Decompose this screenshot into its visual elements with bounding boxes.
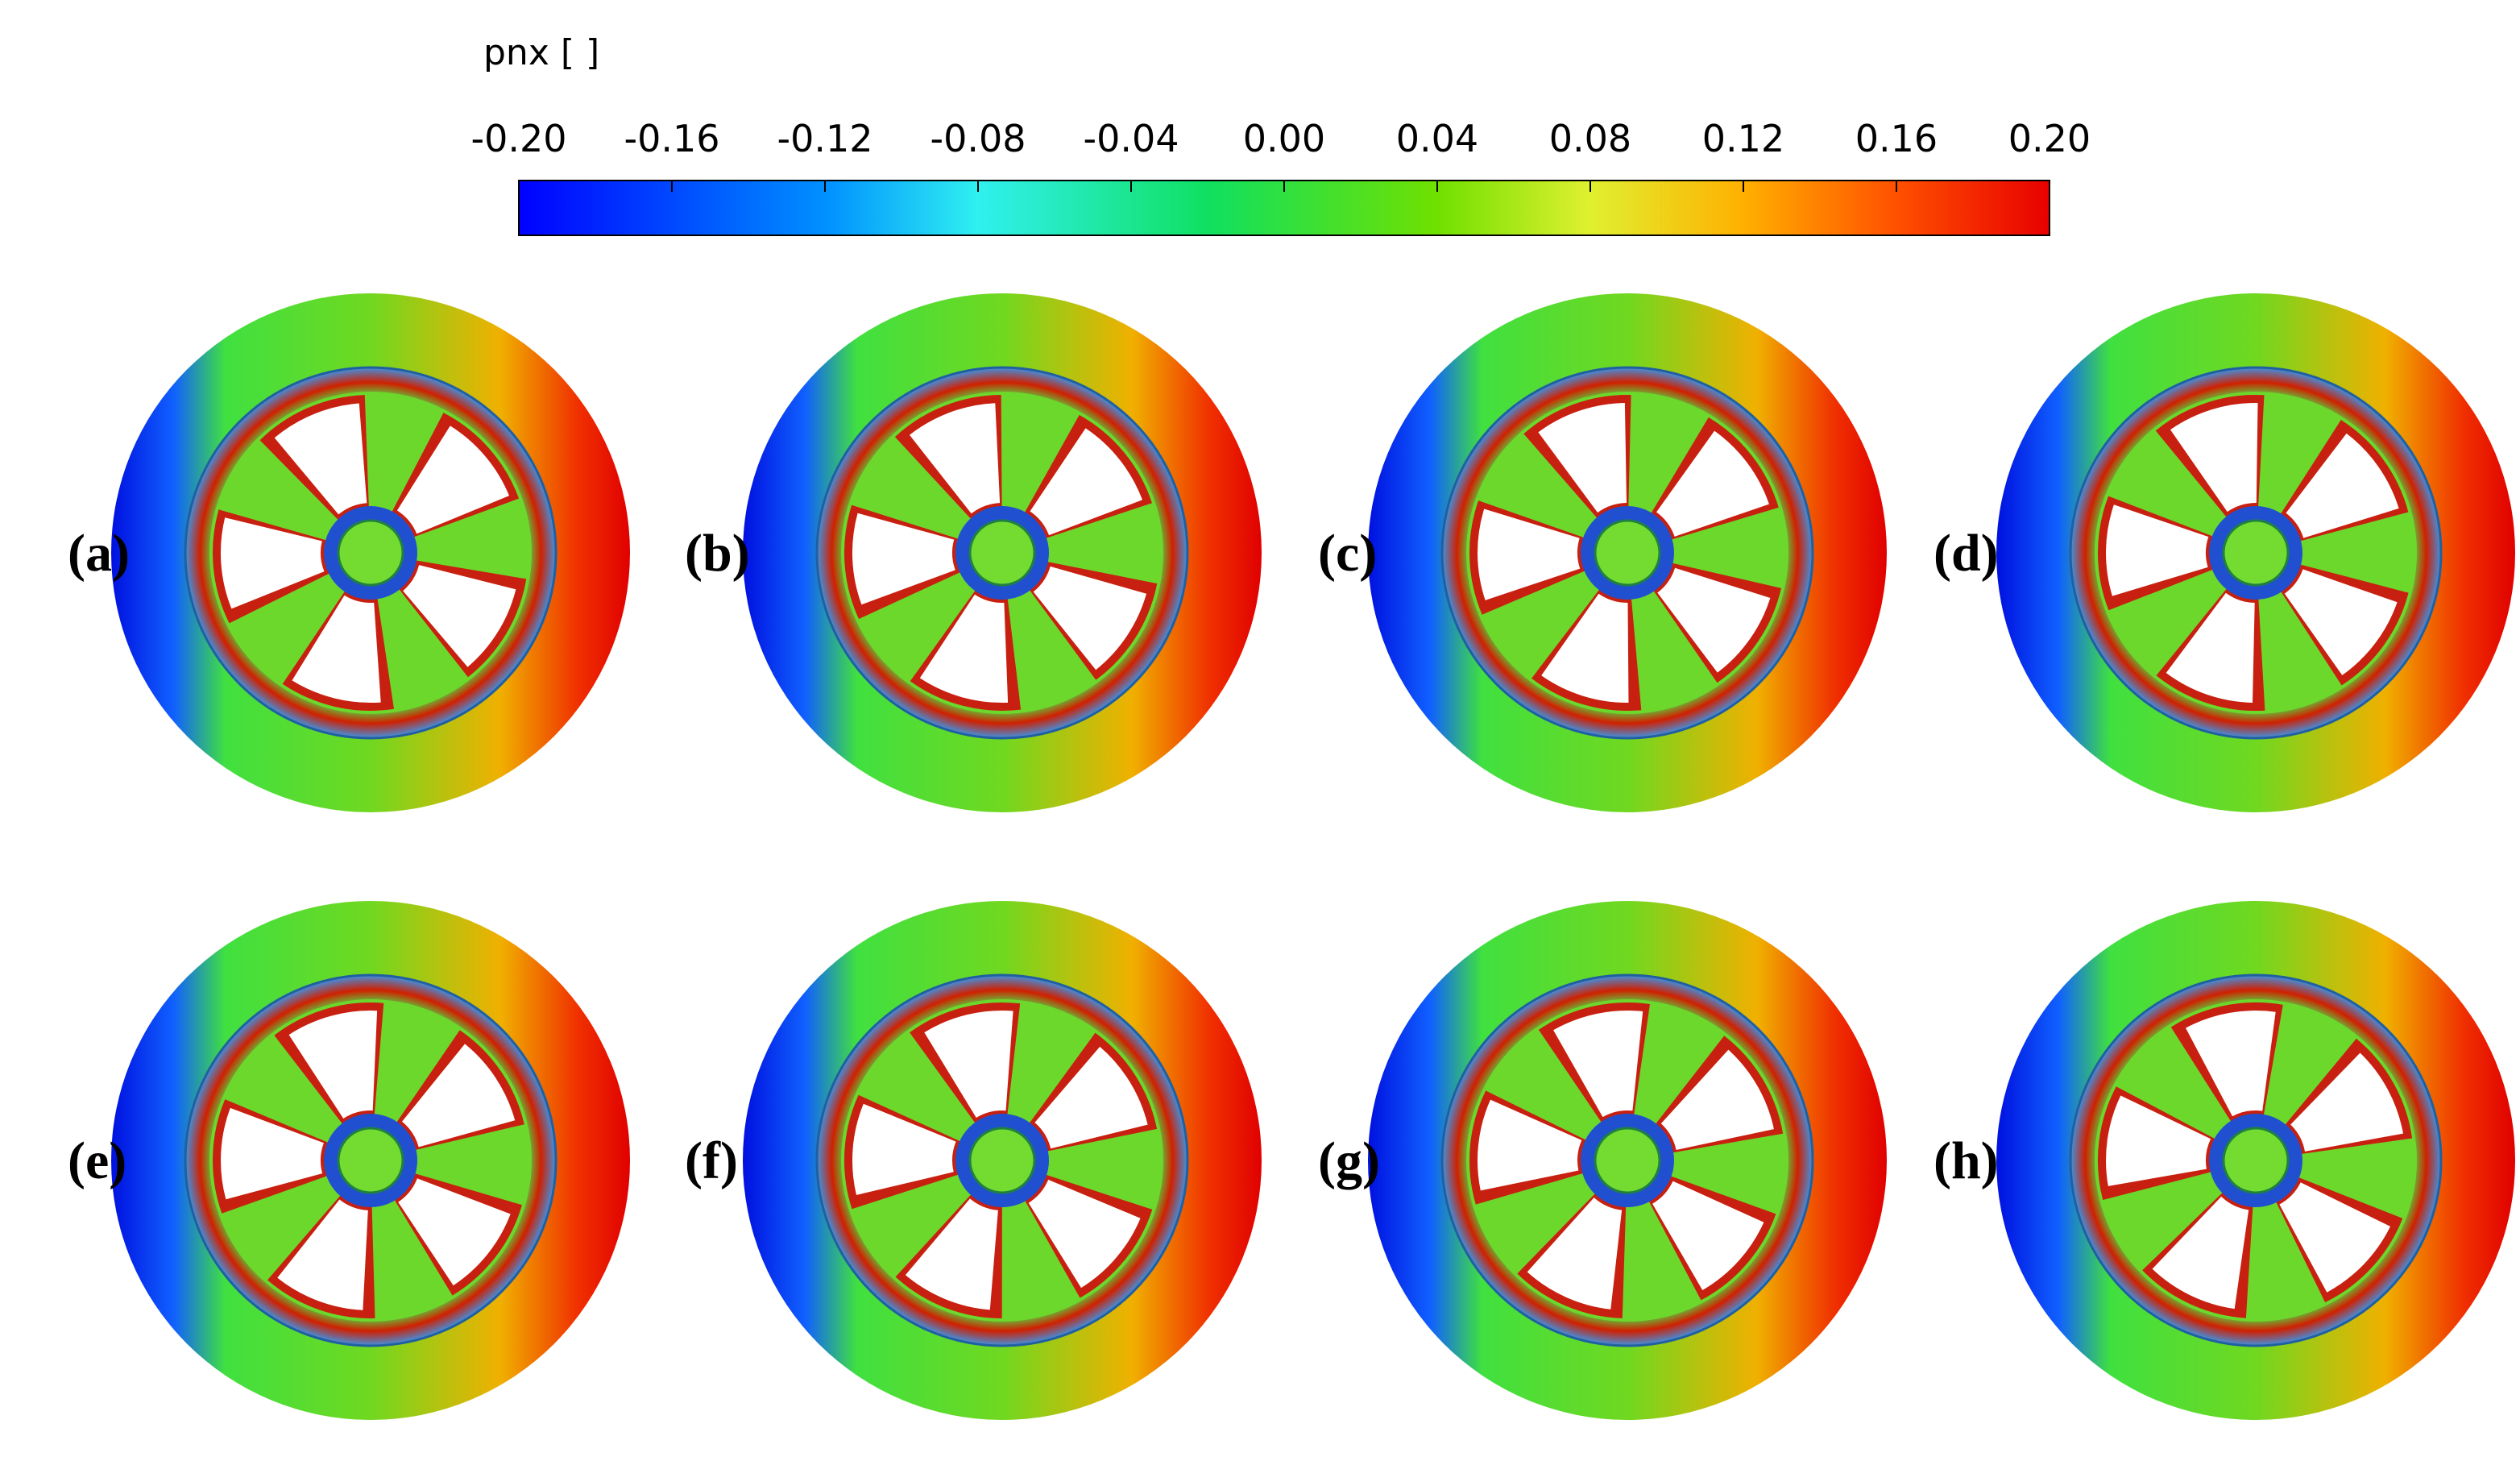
- window: [1030, 428, 1142, 536]
- window: [402, 1044, 516, 1148]
- window: [1527, 1198, 1623, 1310]
- panel-label: (g): [1318, 1131, 1380, 1190]
- hub: [1594, 1127, 1661, 1194]
- window: [1652, 1181, 1764, 1290]
- colorbar-title: pnx [ ]: [483, 32, 599, 73]
- window: [292, 595, 381, 704]
- window: [1553, 1011, 1643, 1118]
- window: [1656, 430, 1769, 537]
- window: [274, 403, 367, 515]
- hub: [968, 1127, 1036, 1194]
- window: [2166, 592, 2255, 703]
- window: [1028, 1179, 1141, 1289]
- window: [277, 1199, 368, 1310]
- window: [1660, 1049, 1774, 1150]
- hub: [968, 519, 1036, 587]
- colorbar-tick-label: 0.12: [1702, 117, 1784, 160]
- wheel: [1996, 901, 2515, 1420]
- window: [2279, 1182, 2390, 1293]
- window: [398, 1178, 511, 1286]
- window: [2286, 433, 2399, 538]
- colorbar-tick-label: -0.20: [470, 117, 566, 160]
- window: [919, 594, 1009, 704]
- panel-label: (e): [68, 1131, 126, 1190]
- window: [2152, 1196, 2249, 1310]
- hub: [1594, 519, 1661, 587]
- panel-label: (c): [1318, 524, 1377, 583]
- window: [1538, 403, 1627, 513]
- colorbar-tick-label: -0.16: [624, 117, 719, 160]
- window: [905, 1198, 998, 1310]
- colorbar-tick-label: 0.08: [1549, 117, 1631, 160]
- wheel: [743, 293, 1262, 812]
- colorbar-tick-label: 0.20: [2008, 117, 2091, 160]
- hub: [2222, 1127, 2290, 1194]
- colorbar-tick-label: -0.12: [777, 117, 872, 160]
- window: [1657, 567, 1771, 673]
- wheel: [111, 901, 630, 1420]
- window: [221, 1107, 324, 1200]
- wheel: [111, 293, 630, 812]
- window: [852, 513, 955, 605]
- window: [220, 517, 325, 609]
- window: [1541, 593, 1629, 704]
- hub: [337, 1127, 404, 1194]
- window: [2284, 569, 2398, 675]
- colorbar-tick-label: -0.04: [1083, 117, 1179, 160]
- window: [2106, 504, 2209, 596]
- panel-label: (h): [1934, 1131, 1999, 1190]
- wheel: [743, 901, 1262, 1420]
- window: [1033, 566, 1146, 670]
- wheel: [1368, 293, 1887, 812]
- window: [1034, 1046, 1148, 1149]
- hub: [2222, 519, 2290, 587]
- hub: [337, 519, 404, 587]
- window: [2290, 1052, 2403, 1152]
- window: [403, 565, 516, 667]
- window: [924, 1011, 1013, 1118]
- wheel: [1368, 901, 1887, 1420]
- window: [852, 1103, 956, 1195]
- window: [2170, 402, 2258, 513]
- panel-label: (d): [1934, 524, 1999, 583]
- window: [2106, 1095, 2211, 1186]
- colorbar-tick-label: 0.00: [1243, 117, 1325, 160]
- window: [396, 425, 509, 534]
- colorbar-tick-label: 0.16: [1855, 117, 1938, 160]
- window: [910, 403, 1001, 514]
- window: [288, 1011, 378, 1119]
- window: [1478, 1099, 1582, 1191]
- window: [2186, 1011, 2276, 1117]
- colorbar-tick-label: -0.08: [930, 117, 1026, 160]
- panel-label: (f): [685, 1131, 738, 1190]
- colorbar-tick-label: 0.04: [1396, 117, 1478, 160]
- window: [1478, 508, 1581, 600]
- wheel: [1996, 293, 2515, 812]
- panel-label: (a): [68, 524, 130, 583]
- panel-label: (b): [685, 524, 750, 583]
